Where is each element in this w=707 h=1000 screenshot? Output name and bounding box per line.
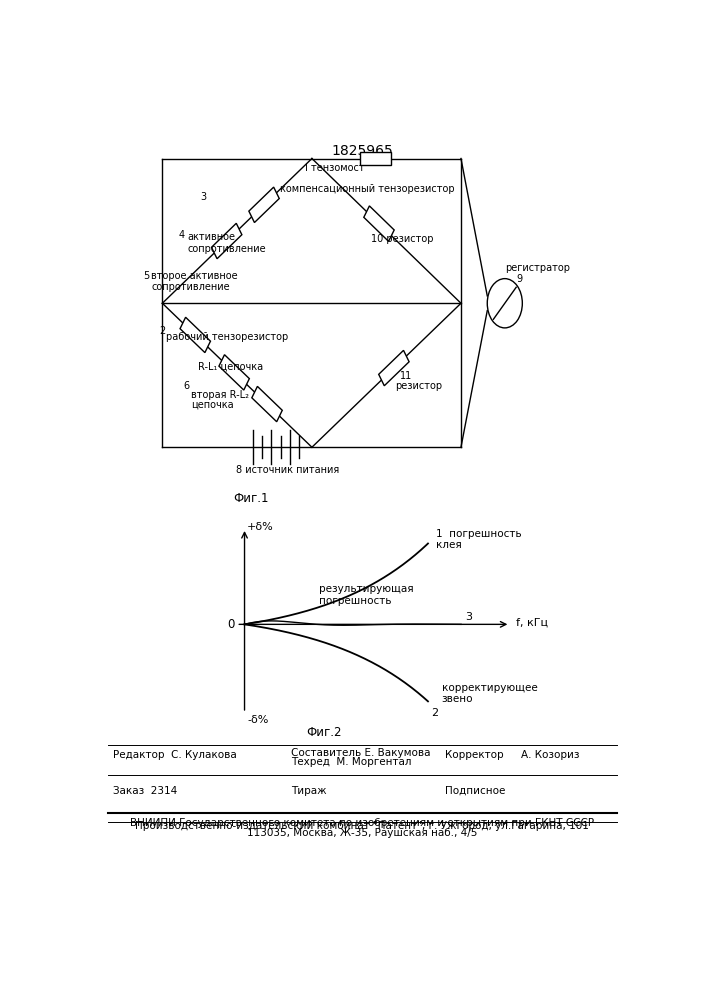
Polygon shape <box>379 350 409 386</box>
Text: 1  погрешность
клея: 1 погрешность клея <box>436 529 522 550</box>
Text: Корректор: Корректор <box>445 750 503 760</box>
Text: 6: 6 <box>184 381 189 391</box>
Text: 10 резистор: 10 резистор <box>370 234 433 244</box>
Text: Составитель Е. Вакумова: Составитель Е. Вакумова <box>291 748 431 758</box>
Text: резистор: резистор <box>395 381 443 391</box>
Polygon shape <box>364 206 395 241</box>
Text: 2: 2 <box>431 708 438 718</box>
Text: 113035, Москва, Ж-35, Раушская наб., 4/5: 113035, Москва, Ж-35, Раушская наб., 4/5 <box>247 828 477 838</box>
Text: Тираж: Тираж <box>291 786 327 796</box>
Text: корректирующее
звено: корректирующее звено <box>442 683 537 704</box>
Text: регистратор: регистратор <box>505 263 570 273</box>
Polygon shape <box>249 187 279 223</box>
Text: f, кГц: f, кГц <box>516 618 548 628</box>
Text: 9: 9 <box>517 274 523 284</box>
Text: 0: 0 <box>227 618 235 631</box>
Text: +δ%: +δ% <box>247 522 274 532</box>
Polygon shape <box>180 317 211 353</box>
Text: -δ%: -δ% <box>247 715 269 725</box>
Text: второе активное
сопротивление: второе активное сопротивление <box>151 271 238 292</box>
Text: 3: 3 <box>200 192 206 202</box>
Text: I тензомост: I тензомост <box>305 163 364 173</box>
Text: рабочий тензорезистор: рабочий тензорезистор <box>166 332 288 342</box>
Text: вторая R-L₂: вторая R-L₂ <box>192 390 250 400</box>
Text: А. Козориз: А. Козориз <box>521 750 580 760</box>
Text: Техред  М. Моргентал: Техред М. Моргентал <box>291 757 411 767</box>
Text: Редактор  С. Кулакова: Редактор С. Кулакова <box>113 750 237 760</box>
Text: 2: 2 <box>159 326 165 336</box>
Polygon shape <box>361 152 390 165</box>
Text: R-L₁ цепочка: R-L₁ цепочка <box>198 361 263 371</box>
Text: Заказ  2314: Заказ 2314 <box>113 786 177 796</box>
Text: Производственно-издательский комбинат "Патент", г. Ужгород, ул.Гагарина, 101: Производственно-издательский комбинат "П… <box>136 821 589 831</box>
Polygon shape <box>252 386 282 422</box>
Text: ВНИИПИ Государственного комитета по изобретениям и открытиям при ГКНТ СССР: ВНИИПИ Государственного комитета по изоб… <box>130 818 595 828</box>
Text: цепочка: цепочка <box>192 400 234 410</box>
Text: 11: 11 <box>399 371 412 381</box>
Text: Фиг.2: Фиг.2 <box>306 726 341 739</box>
Text: 1825965: 1825965 <box>332 144 393 158</box>
Polygon shape <box>219 355 250 390</box>
Text: 8 источник питания: 8 источник питания <box>236 465 339 475</box>
Polygon shape <box>211 223 242 259</box>
Text: активное
сопротивление: активное сопротивление <box>187 232 266 254</box>
Text: 5: 5 <box>144 271 150 281</box>
Text: Фиг.1: Фиг.1 <box>233 492 269 505</box>
Text: результирующая
погрешность: результирующая погрешность <box>319 584 413 606</box>
Text: 4: 4 <box>178 231 185 240</box>
Text: Подписное: Подписное <box>445 786 505 796</box>
Text: компенсационный тензорезистор: компенсационный тензорезистор <box>280 184 455 194</box>
Text: 3: 3 <box>465 612 472 622</box>
